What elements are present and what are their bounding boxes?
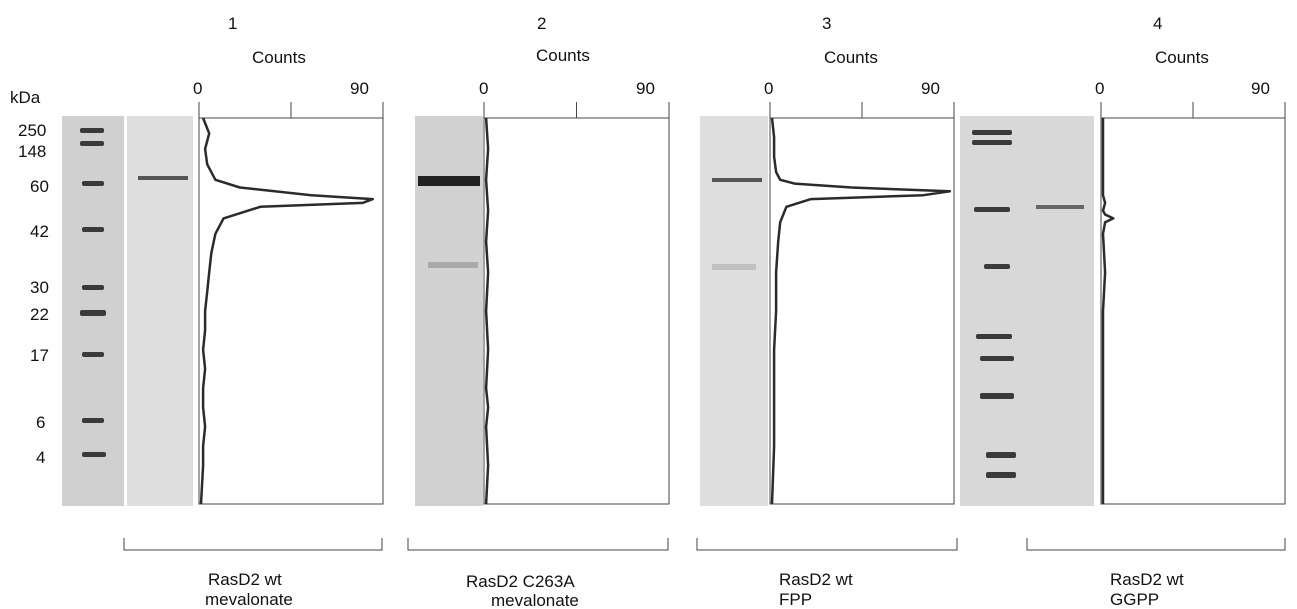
trace-line	[1101, 118, 1115, 504]
brackets	[123, 538, 1286, 551]
tick-label: 0	[1095, 79, 1104, 98]
bracket	[123, 538, 383, 551]
sample-gel-lane	[415, 116, 483, 506]
sample-gel-lane	[700, 116, 768, 506]
plot-frame	[769, 117, 955, 505]
tick-label: 90	[636, 79, 655, 98]
ladder-label: 60	[30, 177, 49, 196]
bracket	[1026, 538, 1286, 551]
bracket	[407, 538, 669, 551]
caption-line: mevalonate	[491, 591, 579, 609]
trace-plots	[198, 102, 1286, 505]
axis-title: Counts	[536, 46, 590, 65]
ladder-label: 22	[30, 305, 49, 324]
captions: RasD2 wt mevalonate RasD2 C263A mevalona…	[205, 570, 1184, 609]
panel-number: 2	[537, 14, 546, 33]
caption-line: GGPP	[1110, 590, 1159, 609]
plot-frame	[483, 117, 670, 505]
axis-title: Counts	[824, 48, 878, 67]
caption-line: RasD2 wt	[1110, 570, 1184, 589]
kda-label: kDa	[10, 88, 41, 107]
panel-number: 3	[822, 14, 831, 33]
panel-headers: 1 Counts 2 Counts 3 Counts 4 Counts	[228, 14, 1209, 67]
axis-title: Counts	[1155, 48, 1209, 67]
tick-label: 0	[764, 79, 773, 98]
tick-label: 90	[1251, 79, 1270, 98]
ladder-label: 148	[18, 142, 46, 161]
caption-line: FPP	[779, 590, 812, 609]
ladder-bands	[972, 130, 1016, 478]
ladder-labels: 250 148 60 42 30 22 17 6 4	[18, 121, 49, 467]
ladder-label: 250	[18, 121, 46, 140]
caption-line: RasD2 C263A	[466, 572, 575, 591]
plot-frame	[1100, 117, 1286, 505]
ladder-bands	[80, 128, 106, 457]
ladder-label: 17	[30, 346, 49, 365]
ladder-label: 42	[30, 222, 49, 241]
trace-line	[484, 117, 490, 505]
tick-label: 90	[350, 79, 369, 98]
gel-band	[418, 176, 480, 186]
tick-label: 90	[921, 79, 940, 98]
caption-line: RasD2 wt	[208, 570, 282, 589]
gel-band	[428, 262, 478, 268]
plot-frame	[198, 117, 384, 505]
caption-line: RasD2 wt	[779, 570, 853, 589]
caption-line: mevalonate	[205, 590, 293, 609]
tick-label: 0	[479, 79, 488, 98]
gel-band	[712, 178, 762, 182]
ladder-label: 4	[36, 448, 45, 467]
axis-title: Counts	[252, 48, 306, 67]
trace-line	[199, 117, 375, 505]
ladder-label: 6	[36, 413, 45, 432]
sample-gel-lane	[127, 116, 193, 506]
tick-labels: 0 90 0 90 0 90 0 90	[193, 79, 1270, 98]
gel-band	[1036, 205, 1084, 209]
gel-band	[712, 264, 756, 270]
panel-number: 1	[228, 14, 237, 33]
tick-label: 0	[193, 79, 202, 98]
sample-gel-lane	[960, 116, 1094, 506]
ladder-label: 30	[30, 278, 49, 297]
panel-number: 4	[1153, 14, 1162, 33]
bracket	[696, 538, 958, 551]
trace-line	[770, 117, 952, 505]
gel-band	[138, 176, 188, 180]
